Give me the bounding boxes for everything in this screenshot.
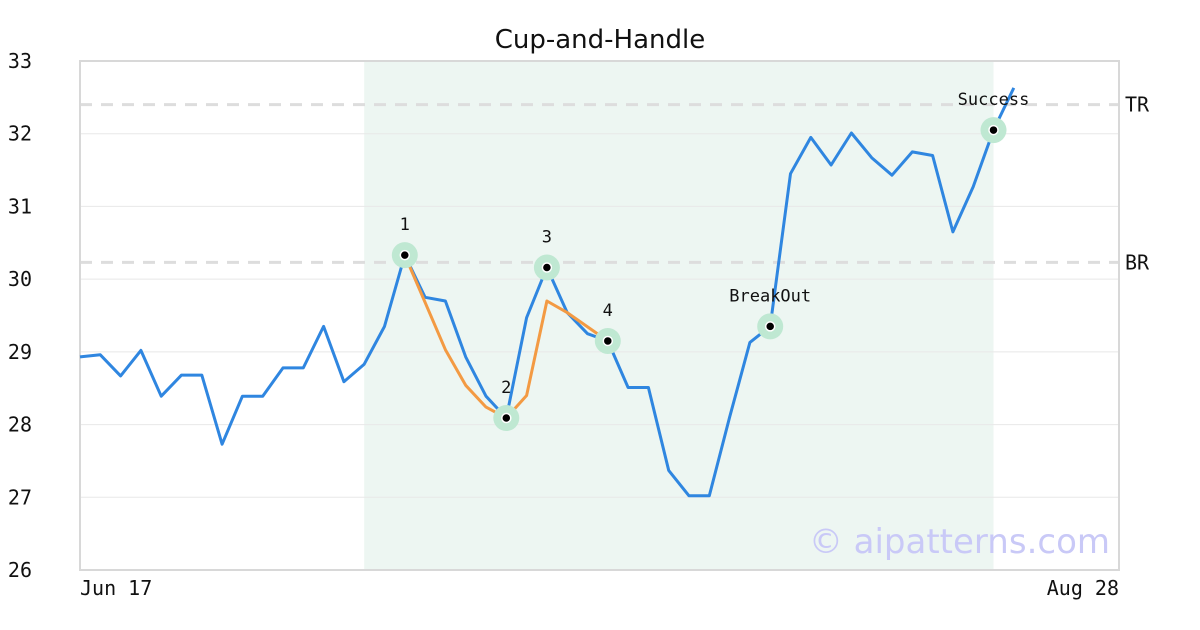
- pattern-annotations: 1 2 3 4 BreakOut Success: [391, 90, 1030, 432]
- annotation-label-success: Success: [958, 90, 1030, 110]
- level-lines: TR BR: [80, 93, 1150, 274]
- annotation-label-1: 1: [400, 215, 410, 235]
- y-tick-labels: 26 27 28 29 30 31 32 33: [8, 49, 32, 582]
- y-tick-label-33: 33: [8, 49, 32, 73]
- chart-title: Cup-and-Handle: [495, 25, 706, 55]
- level-label-br: BR: [1125, 250, 1150, 274]
- marker-dot-breakout: [764, 321, 776, 332]
- pattern-highlight-region: [364, 61, 994, 570]
- y-tick-label-31: 31: [8, 194, 32, 218]
- marker-dot-1: [399, 249, 411, 261]
- y-tick-label-29: 29: [8, 340, 32, 364]
- watermark: © aipatterns.com: [809, 522, 1110, 562]
- marker-dot-4: [602, 335, 614, 347]
- annotation-label-breakout: BreakOut: [729, 286, 811, 306]
- y-tick-label-26: 26: [8, 558, 32, 582]
- annotation-label-4: 4: [603, 301, 613, 321]
- y-tick-label-27: 27: [8, 485, 32, 509]
- marker-dot-success: [988, 124, 999, 136]
- marker-dot-2: [501, 412, 512, 424]
- x-tick-label-end: Aug 28: [1047, 576, 1119, 600]
- y-tick-label-32: 32: [8, 122, 32, 146]
- annotation-label-3: 3: [542, 228, 552, 248]
- marker-dot-3: [541, 262, 553, 273]
- level-label-tr: TR: [1125, 93, 1150, 117]
- y-tick-label-30: 30: [8, 267, 32, 291]
- y-tick-label-28: 28: [8, 413, 32, 437]
- x-tick-label-start: Jun 17: [80, 576, 152, 600]
- y-grid-lines: [80, 133, 1119, 498]
- annotation-label-2: 2: [501, 378, 511, 398]
- plot-frame: [79, 60, 1120, 571]
